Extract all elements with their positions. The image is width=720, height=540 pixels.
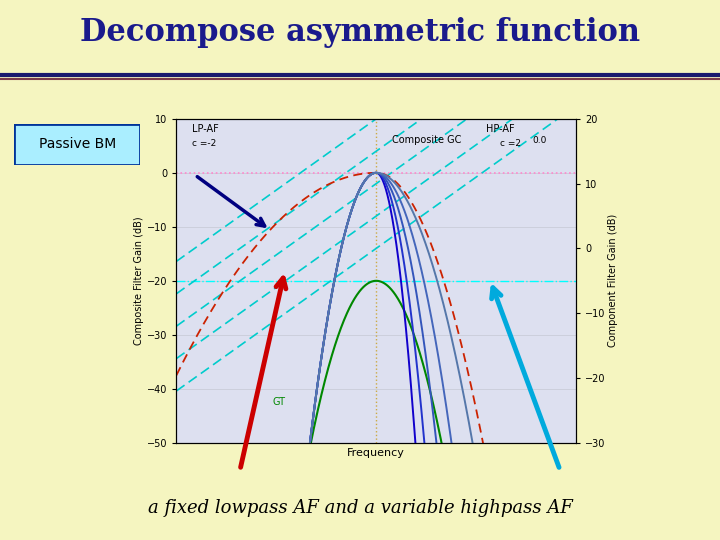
Text: c =-2: c =-2: [192, 139, 217, 148]
Text: 0.0: 0.0: [532, 136, 546, 145]
Text: Decompose asymmetric function: Decompose asymmetric function: [80, 17, 640, 48]
Y-axis label: Component Filter Gain (dB): Component Filter Gain (dB): [608, 214, 618, 347]
X-axis label: Frequency: Frequency: [347, 448, 405, 458]
Text: Passive BM: Passive BM: [39, 138, 116, 151]
Text: GT: GT: [272, 397, 285, 407]
Text: a fixed lowpass AF and a variable highpass AF: a fixed lowpass AF and a variable highpa…: [148, 498, 572, 517]
FancyBboxPatch shape: [14, 124, 140, 165]
Text: LP-AF: LP-AF: [192, 124, 219, 134]
Y-axis label: Composite Filter Gain (dB): Composite Filter Gain (dB): [134, 217, 144, 345]
Text: c =2: c =2: [500, 139, 521, 148]
Text: HP-AF: HP-AF: [486, 124, 515, 134]
Text: Composite GC: Composite GC: [392, 135, 462, 145]
